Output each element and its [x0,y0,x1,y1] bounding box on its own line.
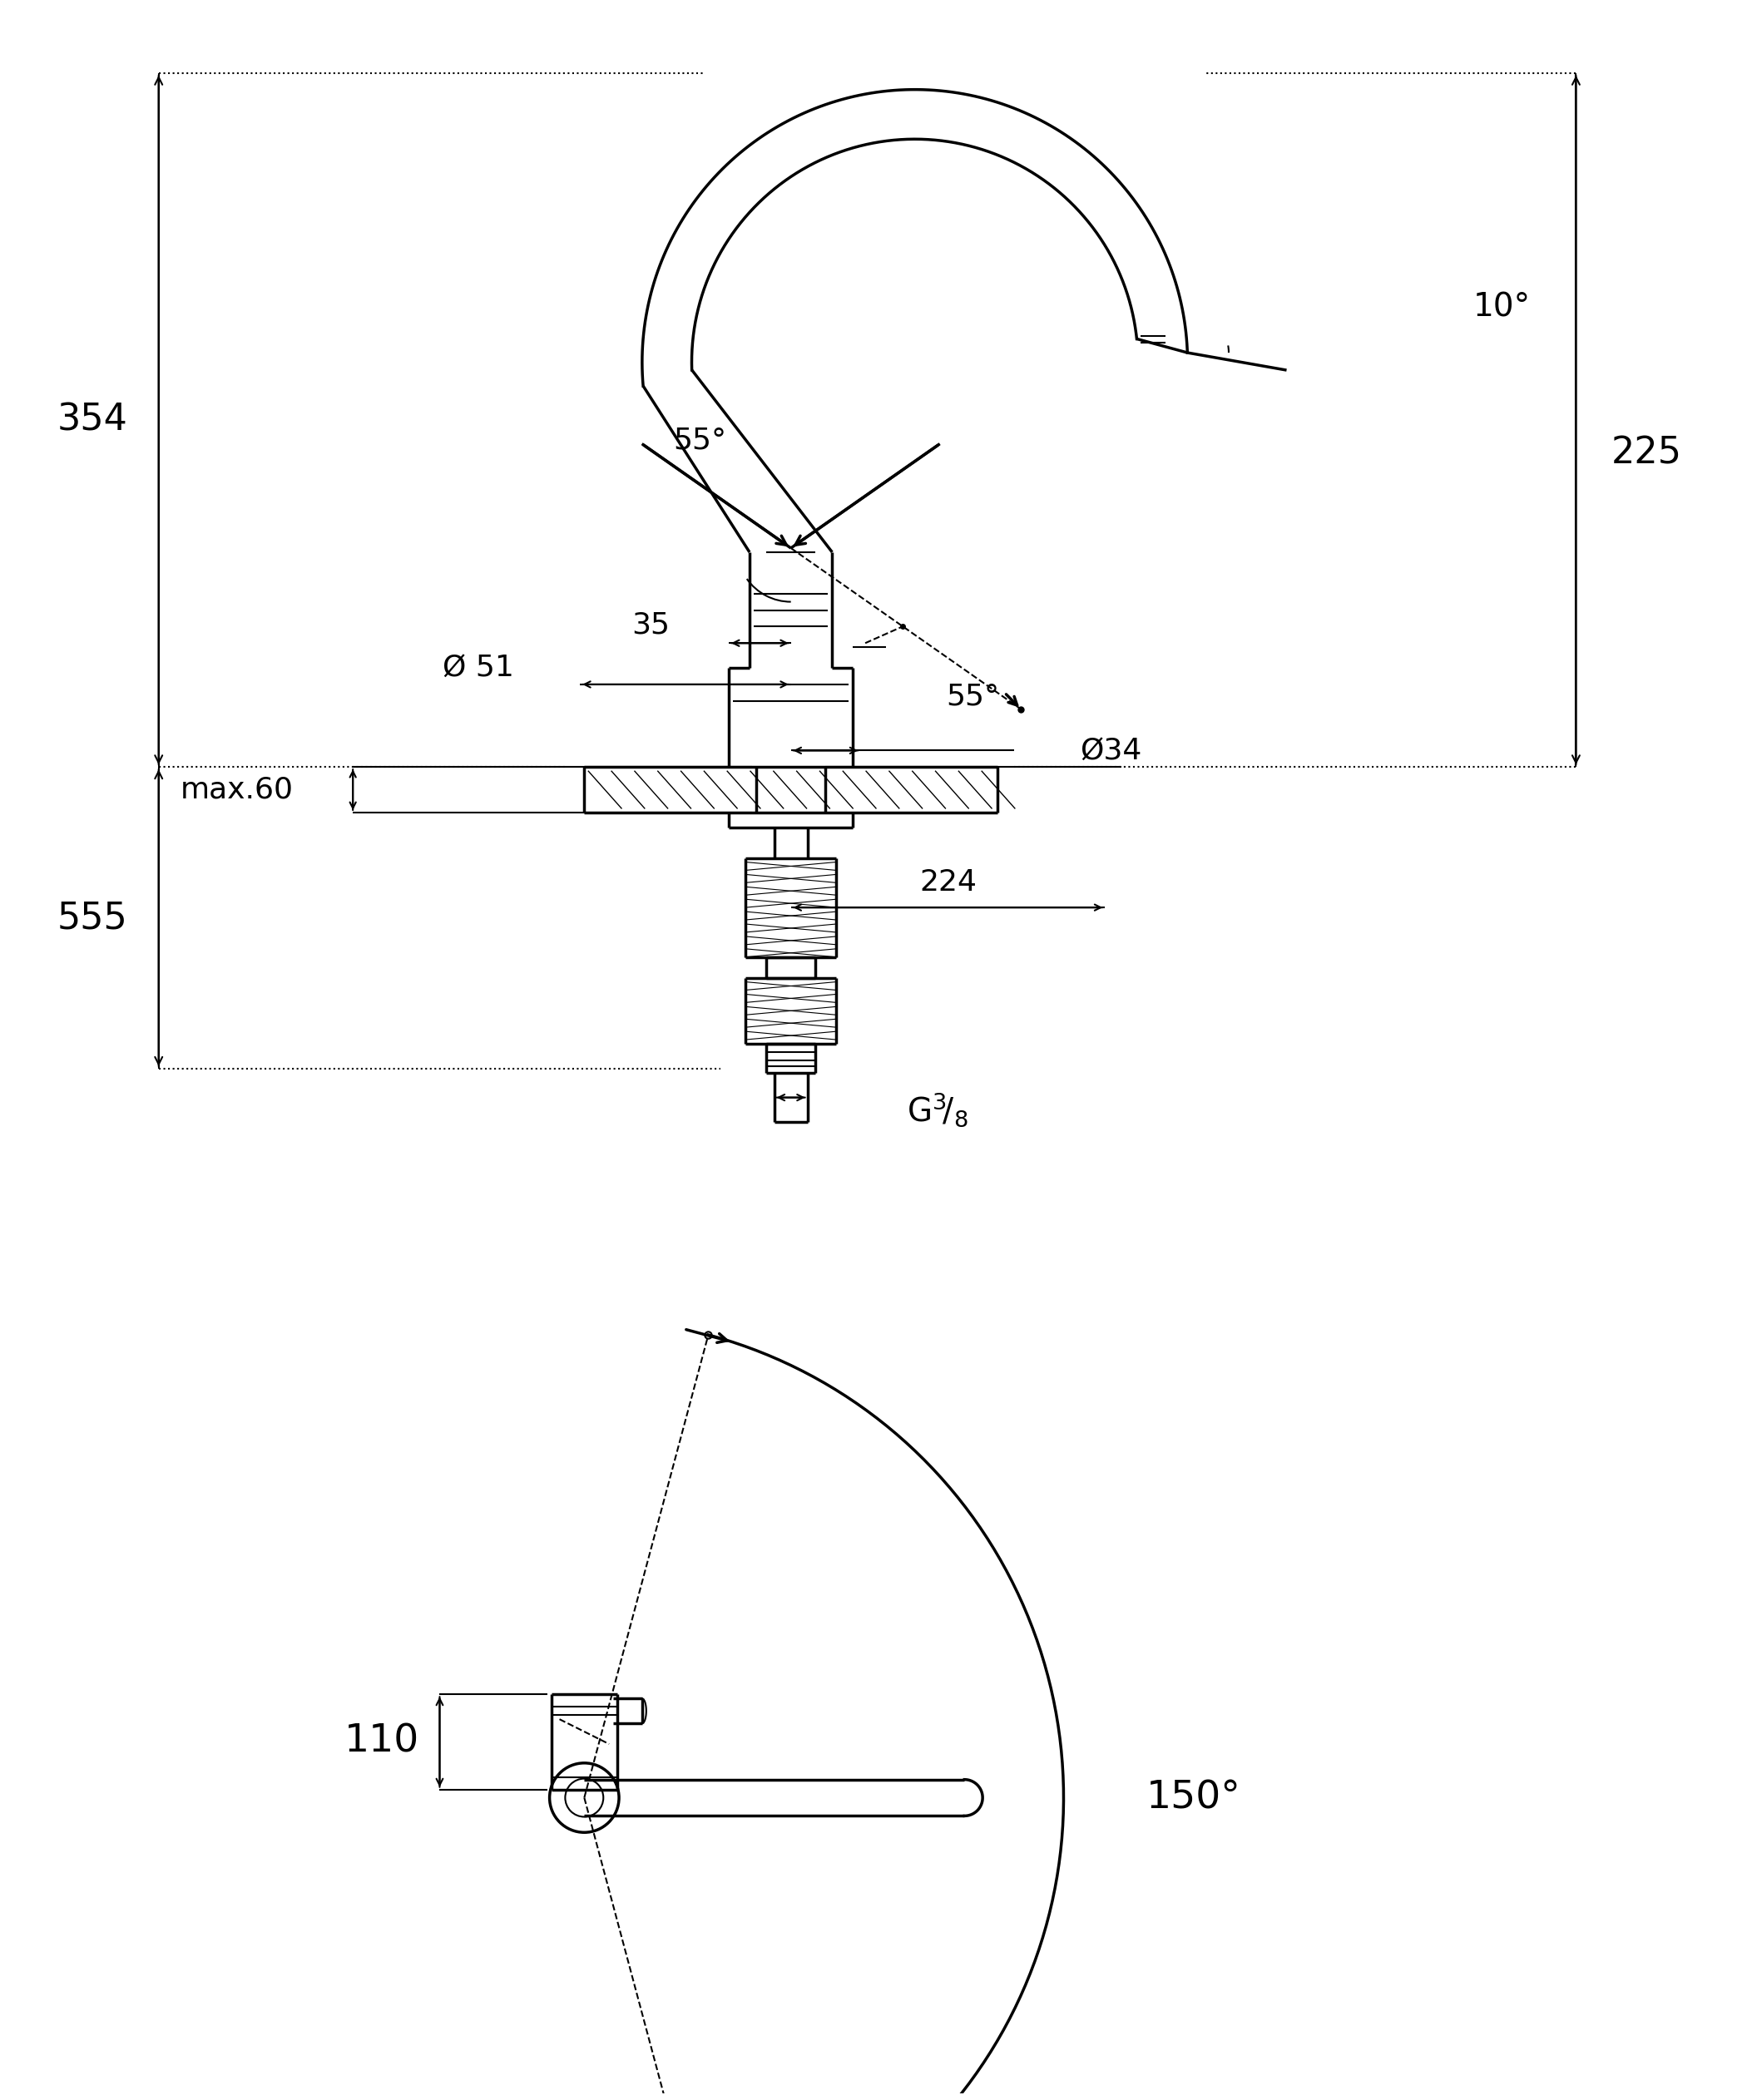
Text: 35: 35 [631,611,669,638]
Text: 150°: 150° [1146,1779,1240,1816]
Text: Ø 51: Ø 51 [443,653,513,682]
Text: max.60: max.60 [180,775,294,804]
Text: 55°: 55° [946,682,999,712]
Text: Ø34: Ø34 [1081,737,1142,764]
Text: G$^3\!/_8$: G$^3\!/_8$ [906,1092,967,1128]
Text: 110: 110 [343,1724,419,1760]
Text: 224: 224 [920,869,976,897]
Text: 225: 225 [1610,435,1682,470]
Text: 10°: 10° [1473,292,1529,323]
Text: 55°: 55° [673,426,727,456]
Text: 555: 555 [58,901,128,937]
Text: 354: 354 [58,401,128,439]
